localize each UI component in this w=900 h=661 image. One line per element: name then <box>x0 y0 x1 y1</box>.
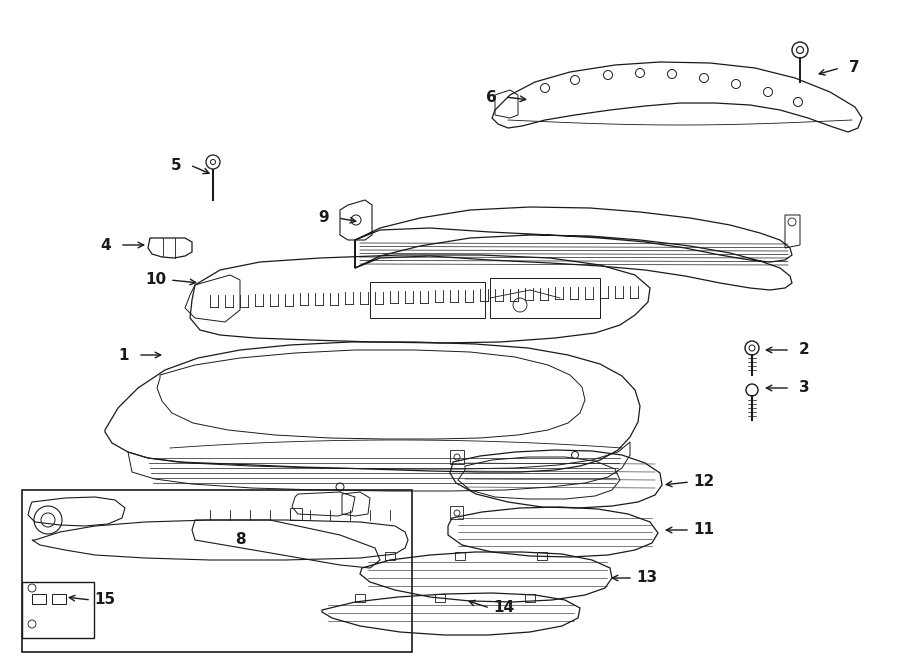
Bar <box>22 582 94 638</box>
Text: 7: 7 <box>849 61 859 75</box>
Bar <box>385 552 395 560</box>
Text: 3: 3 <box>798 381 809 395</box>
Text: 9: 9 <box>319 210 329 225</box>
Bar <box>435 594 445 602</box>
Text: 14: 14 <box>493 600 515 615</box>
Text: 8: 8 <box>235 533 246 547</box>
Text: 11: 11 <box>694 522 715 537</box>
Bar <box>52 594 66 604</box>
Bar <box>355 594 365 602</box>
Bar <box>32 594 46 604</box>
Text: 5: 5 <box>171 157 181 173</box>
Bar <box>450 450 464 464</box>
Text: 1: 1 <box>119 348 130 362</box>
Text: 13: 13 <box>636 570 658 586</box>
Bar <box>450 506 463 519</box>
Text: 12: 12 <box>693 475 715 490</box>
Bar <box>525 594 535 602</box>
Text: 4: 4 <box>101 237 112 253</box>
Text: 15: 15 <box>94 592 115 607</box>
Text: 6: 6 <box>486 89 497 104</box>
Text: 2: 2 <box>798 342 809 358</box>
Text: 10: 10 <box>146 272 166 288</box>
Bar <box>537 552 547 560</box>
Bar <box>455 552 465 560</box>
Bar <box>22 490 412 652</box>
